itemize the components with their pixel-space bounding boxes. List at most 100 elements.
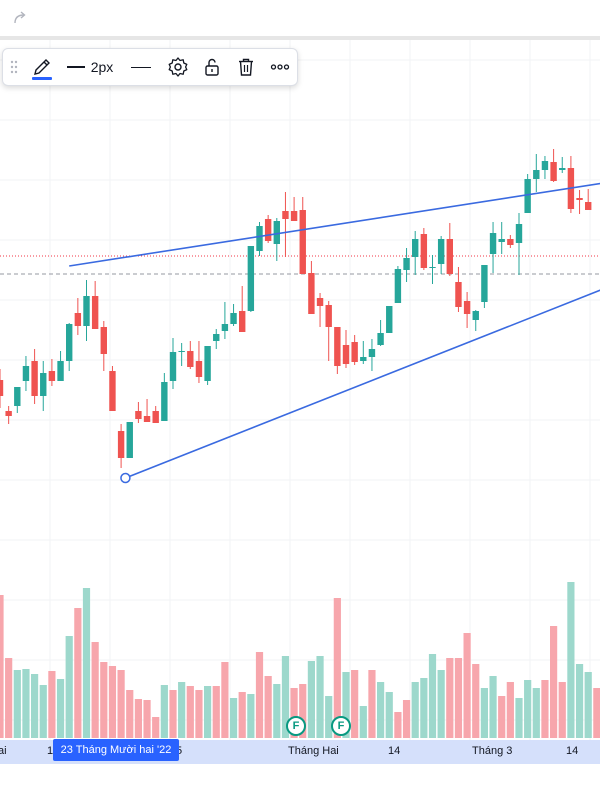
candle-body [412, 239, 419, 257]
volume-bar [74, 608, 82, 738]
drag-handle-icon[interactable] [3, 49, 25, 85]
settings-button[interactable] [161, 49, 195, 85]
volume-bar [506, 682, 514, 738]
volume-bar [5, 658, 13, 738]
volume-bar [82, 588, 91, 738]
volume-bar [550, 626, 558, 738]
line-style-button[interactable] [121, 49, 161, 85]
volume-bar [333, 598, 341, 738]
candle-body [489, 233, 497, 254]
volume-bar [212, 686, 220, 738]
candle-body [256, 226, 263, 251]
volume-bar [541, 680, 549, 738]
volume-bar [91, 642, 99, 738]
candle-body [135, 411, 142, 419]
candle-body [429, 267, 436, 268]
candle-body [83, 296, 90, 326]
volume-bar [160, 685, 168, 738]
candle-body [204, 346, 211, 381]
candle-body [507, 239, 514, 245]
volume-bar [65, 636, 73, 738]
line-width-button[interactable]: 2px [59, 49, 121, 85]
volume-bar [48, 671, 56, 738]
gear-icon [168, 57, 188, 77]
candle-body [0, 380, 4, 396]
candle-body [394, 269, 402, 303]
time-axis-label: 1 [47, 745, 54, 757]
candle-body [576, 198, 583, 200]
candle-body [74, 313, 82, 326]
candle-body [31, 361, 38, 396]
volume-bar [402, 700, 411, 738]
time-axis-label: ai [0, 745, 7, 757]
candle-body [351, 342, 358, 362]
line-width-label: 2px [90, 59, 114, 75]
volume-bar [437, 670, 445, 738]
volume-bar [0, 595, 4, 738]
drawing-toolbar: 2px [2, 48, 298, 86]
line-style-icon [131, 66, 151, 68]
time-axis-label: 14 [566, 745, 579, 757]
candle-body [360, 357, 367, 361]
candle-body [403, 258, 410, 270]
volume-bar [325, 696, 333, 738]
candle-body [290, 211, 298, 221]
candle-body [463, 301, 471, 314]
volume-bar [126, 690, 134, 738]
candle-body [22, 366, 30, 381]
redo-icon[interactable] [10, 8, 30, 28]
chart-pane[interactable] [0, 40, 600, 740]
candle-body [169, 352, 177, 381]
event-marker-f[interactable]: F [331, 716, 351, 736]
candle-body [420, 234, 428, 268]
candle-body [264, 219, 272, 241]
volume-bar [134, 699, 142, 738]
candle-body [66, 324, 73, 361]
candle-body [100, 327, 107, 354]
volume-bar [489, 676, 497, 738]
trend-channel-line [125, 289, 600, 479]
volume-bar [463, 633, 471, 738]
top-bar-divider [0, 36, 600, 40]
candle-body [455, 282, 462, 307]
candle-body [57, 361, 64, 381]
delete-button[interactable] [229, 49, 263, 85]
volume-bar [532, 688, 540, 738]
event-marker-f[interactable]: F [286, 716, 306, 736]
candle-body [368, 349, 376, 357]
volume-bar [221, 662, 229, 738]
volume-bar [169, 690, 177, 738]
volume-bar [195, 690, 203, 738]
candle-body [515, 224, 523, 243]
more-icon [270, 64, 290, 70]
candle-body [282, 211, 289, 219]
volume-bar [255, 652, 264, 738]
candle-body [152, 411, 159, 423]
candle-body [498, 239, 505, 242]
volume-bar [498, 696, 506, 738]
candle-body [14, 387, 21, 406]
candle-body [559, 168, 566, 170]
volume-bar [31, 674, 39, 738]
volume-bar [316, 656, 324, 738]
price-chart[interactable] [0, 40, 600, 740]
line-width-icon [66, 66, 85, 68]
more-button[interactable] [263, 49, 297, 85]
volume-bar [472, 664, 480, 738]
candle-body [541, 161, 549, 170]
time-axis-label: Tháng Hai [288, 745, 339, 757]
volume-bar [238, 692, 246, 738]
color-swatch [32, 77, 52, 80]
lock-button[interactable] [195, 49, 229, 85]
pencil-color-button[interactable] [25, 49, 59, 85]
volume-bar [584, 672, 592, 738]
volume-bar [515, 698, 523, 738]
volume-bar [108, 666, 117, 738]
crosshair-date-label: 23 Tháng Mười hai '22 [53, 739, 179, 761]
candle-body [230, 313, 237, 324]
candle-body [446, 239, 453, 274]
volume-bar [204, 686, 212, 738]
volume-bar [178, 682, 186, 738]
channel-anchor-handle[interactable] [120, 472, 131, 484]
time-axis-label: Tháng 3 [472, 745, 513, 757]
